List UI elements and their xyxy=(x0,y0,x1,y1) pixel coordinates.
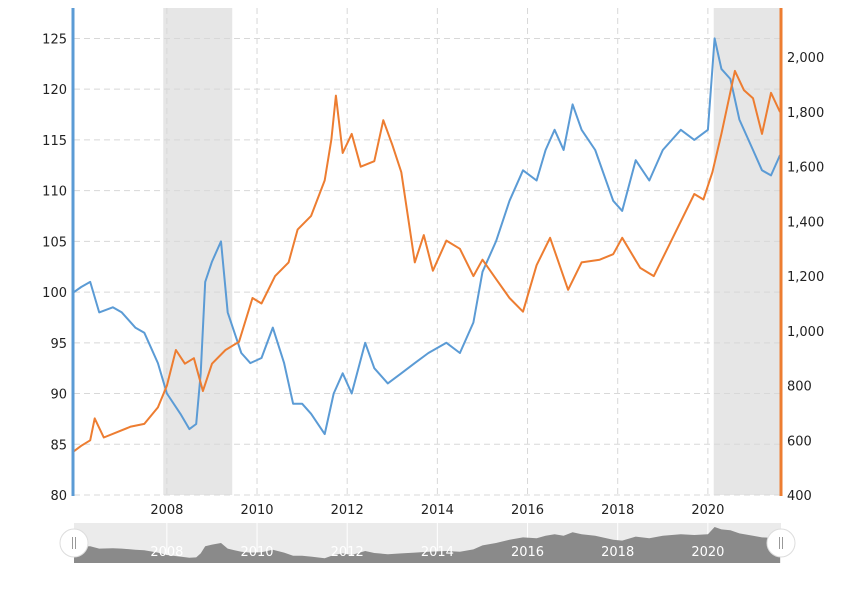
navigator-label: 2016 xyxy=(511,545,544,560)
left-tick-label: 85 xyxy=(50,438,67,453)
navigator-label: 2020 xyxy=(691,545,724,560)
x-tick-label: 2016 xyxy=(511,503,544,518)
x-tick-label: 2010 xyxy=(240,503,273,518)
x-tick-label: 2018 xyxy=(601,503,634,518)
left-tick-label: 100 xyxy=(42,286,67,301)
recession-shading xyxy=(163,8,780,495)
left-tick-label: 105 xyxy=(42,235,67,250)
left-tick-label: 80 xyxy=(50,489,67,504)
left-tick-label: 125 xyxy=(42,32,67,47)
navigator-label: 2010 xyxy=(240,545,273,560)
navigator-label: 2008 xyxy=(150,545,183,560)
left-axis-ticks: 80 85 90 95 100 105 110 115 120 125 xyxy=(42,32,67,504)
x-tick-label: 2012 xyxy=(331,503,364,518)
recession-band xyxy=(714,8,780,495)
right-tick-label: 1,800 xyxy=(787,106,824,121)
left-tick-label: 110 xyxy=(42,185,67,200)
right-axis-ticks: 400 600 800 1,000 1,200 1,400 1,600 1,800 2,000 xyxy=(787,51,824,504)
left-tick-label: 120 xyxy=(42,83,67,98)
navigator-label: 2014 xyxy=(421,545,454,560)
x-tick-label: 2020 xyxy=(691,503,724,518)
x-tick-label: 2008 xyxy=(150,503,183,518)
navigator-label: 2018 xyxy=(601,545,634,560)
right-tick-label: 1,200 xyxy=(787,270,824,285)
right-tick-label: 800 xyxy=(787,380,812,395)
left-tick-label: 90 xyxy=(50,388,67,403)
right-tick-label: 1,000 xyxy=(787,325,824,340)
right-tick-label: 600 xyxy=(787,434,812,449)
right-tick-label: 1,600 xyxy=(787,161,824,176)
navigator-right-handle[interactable] xyxy=(767,529,795,557)
right-tick-label: 2,000 xyxy=(787,51,824,66)
x-tick-label: 2014 xyxy=(421,503,454,518)
range-navigator[interactable]: 2008 2010 2012 2014 2016 2018 2020 xyxy=(60,523,795,563)
right-tick-label: 1,400 xyxy=(787,215,824,230)
right-tick-label: 400 xyxy=(787,489,812,504)
x-axis-ticks: 2008 2010 2012 2014 2016 2018 2020 xyxy=(150,503,724,518)
left-tick-label: 95 xyxy=(50,337,67,352)
navigator-label: 2012 xyxy=(331,545,364,560)
left-tick-label: 115 xyxy=(42,134,67,149)
navigator-left-handle[interactable] xyxy=(60,529,88,557)
